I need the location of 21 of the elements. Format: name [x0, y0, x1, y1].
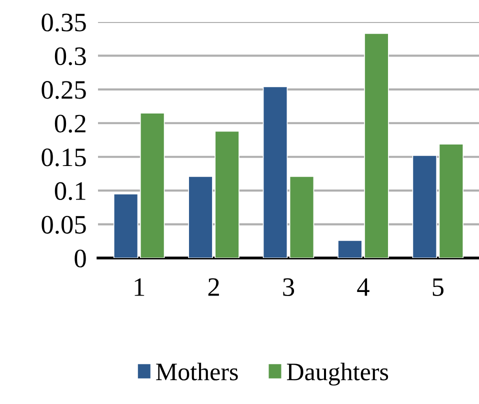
- x-tick-label: 3: [283, 278, 294, 296]
- bar: [438, 144, 464, 258]
- bar: [262, 86, 288, 258]
- y-tick-label: 0.15: [42, 148, 86, 166]
- bar: [140, 112, 165, 258]
- bar: [113, 194, 138, 258]
- y-tick-label: 0.1: [54, 182, 86, 200]
- y-tick-label: 0.3: [54, 47, 86, 66]
- y-tick-label: 0: [74, 250, 86, 268]
- y-tick-label: 0.35: [42, 14, 86, 32]
- y-tick-label: 0.25: [42, 81, 86, 99]
- y-tick-label: 0.2: [54, 114, 86, 133]
- x-tick-label: 2: [208, 278, 219, 296]
- legend-label: Mothers: [156, 362, 238, 380]
- x-tick-label: 4: [357, 278, 370, 296]
- bar: [289, 176, 314, 258]
- legend-label: Daughters: [286, 362, 388, 386]
- y-tick-label: 0.05: [42, 216, 86, 234]
- x-tick-label: 1: [134, 278, 144, 296]
- bar: [412, 155, 438, 258]
- x-tick-label: 5: [432, 278, 444, 296]
